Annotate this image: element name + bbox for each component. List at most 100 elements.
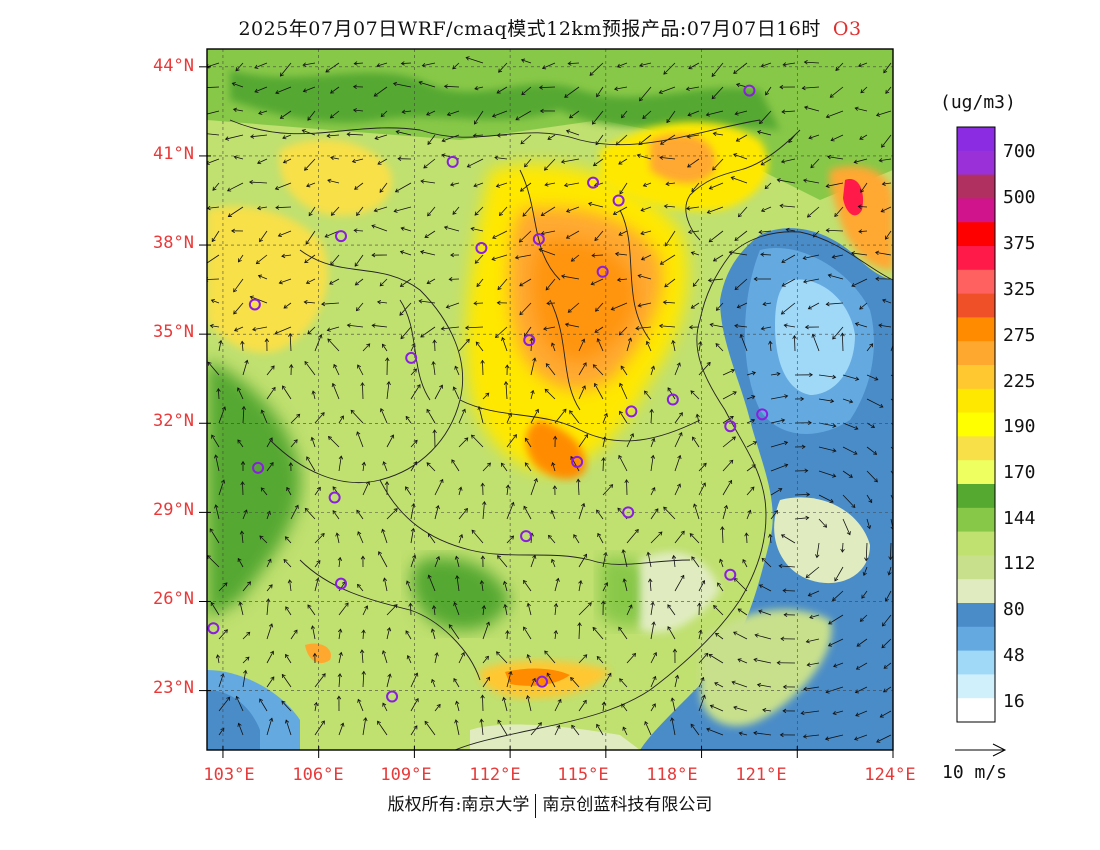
wind-arrow-head	[215, 654, 221, 659]
wind-arrow-head	[707, 278, 712, 283]
lat-label-26: 26°N	[153, 589, 194, 609]
station-marker	[724, 420, 737, 433]
wind-arrow-head	[393, 508, 398, 513]
wind-arrow-head	[650, 601, 655, 606]
wind-arrow-head	[591, 120, 596, 125]
wind-arrow	[641, 254, 652, 260]
wind-arrow-head	[719, 558, 724, 563]
wind-arrow-head	[414, 698, 419, 703]
wind-arrow-head	[360, 382, 365, 387]
wind-arrow	[506, 671, 512, 688]
wind-arrow-head	[494, 334, 500, 339]
wind-arrow	[285, 654, 292, 664]
wind-arrow	[566, 130, 580, 136]
wind-arrow-head	[386, 627, 392, 632]
wind-arrow	[617, 278, 628, 281]
wind-arrow	[578, 362, 587, 376]
wind-arrow	[362, 671, 365, 688]
wind-arrow-head	[640, 230, 645, 236]
wind-arrow-head	[539, 108, 544, 114]
wind-arrow-head	[667, 626, 672, 631]
wind-arrow	[453, 678, 460, 688]
wind-arrow	[809, 614, 820, 619]
wind-arrow-head	[418, 299, 423, 304]
wind-arrow	[569, 110, 580, 119]
wind-arrow-head	[639, 62, 644, 68]
wind-arrow-head	[376, 300, 382, 305]
wind-arrow-head	[284, 536, 289, 541]
wind-arrow	[781, 254, 796, 263]
wind-arrow-head	[207, 361, 212, 366]
wind-arrow-head	[270, 365, 275, 370]
wind-arrow	[883, 662, 892, 669]
wind-arrow-head	[240, 460, 246, 465]
wind-arrow-head	[869, 343, 874, 348]
wind-arrow	[530, 555, 536, 568]
wind-arrow	[354, 62, 364, 65]
wind-arrow	[257, 158, 268, 164]
wind-arrow-head	[274, 185, 279, 191]
wind-arrow-head	[883, 664, 888, 669]
wind-arrow-head	[607, 672, 612, 677]
wind-arrow-head	[435, 504, 440, 510]
copyright-right: 南京创蓝科技有限公司	[542, 795, 713, 815]
wind-arrow-head	[233, 327, 239, 332]
wind-arrow-head	[390, 434, 395, 439]
wind-arrow-head	[825, 114, 830, 119]
axis-ticks	[199, 66, 894, 758]
wind-arrow-head	[782, 708, 787, 714]
wind-arrow	[377, 301, 388, 304]
wind-arrow-head	[824, 736, 830, 741]
wind-arrow-head	[885, 235, 889, 240]
wind-arrow	[494, 157, 508, 160]
wind-arrow-head	[224, 136, 230, 141]
wind-arrow-head	[464, 507, 468, 513]
wind-arrow-head	[827, 273, 832, 278]
wind-arrow-head	[387, 673, 392, 678]
wind-arrow-head	[283, 558, 288, 564]
wind-arrow	[410, 440, 418, 448]
wind-arrow-head	[883, 69, 888, 74]
wind-arrow-head	[337, 628, 343, 633]
wind-arrow	[266, 365, 275, 376]
wind-arrow-head	[523, 579, 527, 584]
wind-arrow-head	[569, 410, 574, 415]
wind-arrow	[314, 702, 317, 712]
wind-arrow-head	[357, 698, 362, 703]
wind-arrow	[386, 508, 398, 520]
wind-arrow	[218, 696, 231, 712]
wind-arrow-head	[303, 299, 308, 305]
wind-arrow	[803, 179, 820, 184]
wind-arrow-head	[260, 487, 265, 492]
wind-arrow	[671, 717, 676, 736]
wind-arrow-head	[502, 580, 508, 585]
wind-arrow	[285, 719, 292, 736]
wind-arrow	[860, 614, 868, 622]
colorbar-label-500: 500	[1003, 187, 1036, 208]
wind-arrow	[706, 110, 724, 116]
wind-arrow	[491, 254, 508, 260]
wind-arrow	[646, 341, 652, 352]
wind-arrow	[303, 62, 316, 66]
wind-arrow-head	[825, 183, 830, 189]
wind-arrow	[314, 412, 325, 424]
wind-arrow-head	[379, 188, 384, 193]
wind-arrow	[328, 436, 340, 448]
wind-arrow-head	[522, 212, 527, 217]
wind-arrow-head	[344, 602, 349, 607]
wind-arrow-head	[619, 678, 624, 683]
wind-arrow	[371, 225, 388, 232]
wind-arrow	[593, 364, 604, 376]
wind-arrow-head	[304, 166, 309, 171]
colorbar-label-325: 325	[1003, 279, 1036, 300]
colorbar-label-225: 225	[1003, 371, 1036, 392]
wind-arrow	[338, 557, 341, 568]
wind-arrow-head	[731, 436, 736, 441]
wind-arrow-head	[329, 114, 334, 119]
copyright-footer: 版权所有:南京大学 南京创蓝科技有限公司	[0, 790, 1100, 818]
wind-arrow	[649, 579, 652, 592]
wind-arrow	[524, 158, 532, 168]
wind-arrow	[753, 732, 772, 736]
wind-arrow-head	[496, 651, 501, 656]
wind-arrow	[352, 158, 364, 163]
